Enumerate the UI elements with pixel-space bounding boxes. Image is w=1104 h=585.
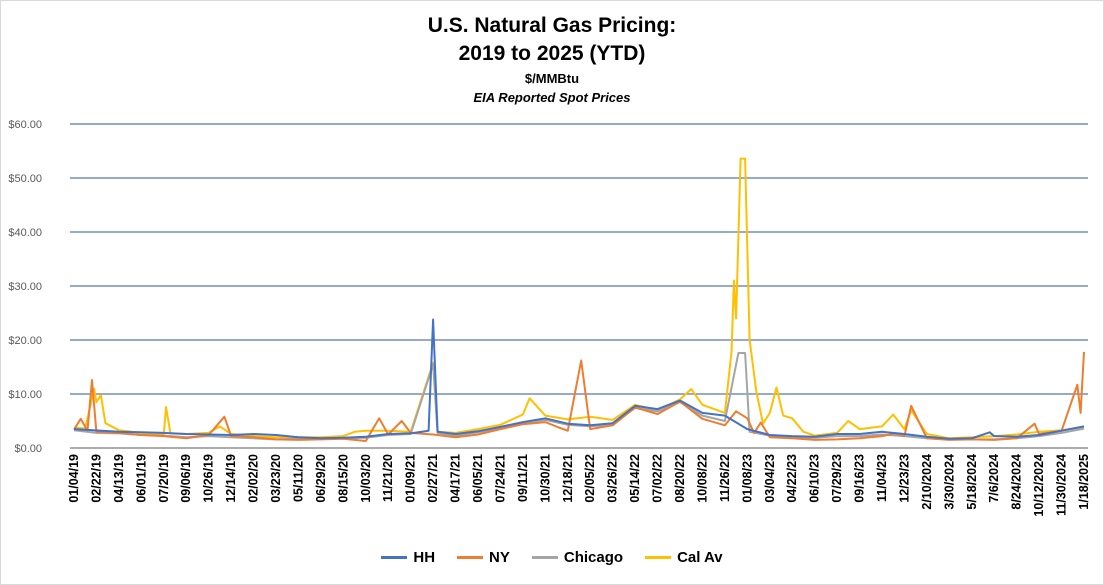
- chart-title-line2: 2019 to 2025 (YTD): [458, 42, 646, 65]
- x-tick-label: 05/11/20: [291, 454, 305, 502]
- x-tick-label: 04/13/19: [112, 454, 126, 503]
- x-tick-label: 11/30/2024: [1055, 454, 1069, 516]
- x-tick-label: 06/29/20: [314, 454, 328, 503]
- series-line-cal-av: [73, 157, 1085, 440]
- x-tick-label: 02/27/21: [426, 454, 440, 503]
- y-tick-label: $40.00: [8, 227, 42, 239]
- x-tick-label: 07/20/19: [157, 454, 171, 503]
- chart-subtitle-source: EIA Reported Spot Prices: [473, 90, 631, 105]
- y-tick-label: $60.00: [8, 119, 42, 131]
- x-tick-label: 1/18/2025: [1077, 454, 1091, 510]
- chart-legend: HH NY Chicago Cal Av: [0, 549, 1104, 566]
- series-line-chicago: [73, 352, 1085, 441]
- x-tick-label: 04/22/23: [785, 454, 799, 503]
- x-tick-label: 11/04/23: [875, 454, 889, 502]
- chart-subtitle-units: $/MMBtu: [524, 71, 580, 86]
- x-tick-label: 08/20/22: [673, 454, 687, 503]
- x-tick-label: 03/23/20: [269, 454, 283, 503]
- legend-label-chicago: Chicago: [563, 549, 624, 566]
- x-tick-label: 12/18/21: [561, 454, 575, 503]
- x-tick-label: 01/04/19: [67, 454, 81, 503]
- x-tick-label: 07/24/21: [493, 454, 507, 503]
- x-tick-label: 09/16/23: [853, 454, 867, 503]
- legend-item-hh: HH: [381, 549, 435, 566]
- x-tick-label: 11/26/22: [718, 454, 732, 502]
- x-tick-label: 01/09/21: [404, 454, 418, 503]
- x-tick-label: 12/23/23: [897, 454, 911, 503]
- y-tick-label: $30.00: [8, 281, 42, 293]
- legend-label-cal-av: Cal Av: [677, 549, 723, 566]
- x-tick-label: 10/08/22: [695, 454, 709, 503]
- legend-swatch-hh: [381, 556, 408, 559]
- y-tick-label: $20.00: [8, 335, 42, 347]
- series-line-hh: [73, 318, 1085, 440]
- x-tick-label: 07/02/22: [651, 454, 665, 503]
- x-tick-label: 10/26/19: [202, 454, 216, 503]
- x-tick-label: 2/10/2024: [920, 454, 934, 510]
- x-tick-label: 05/14/22: [628, 454, 642, 503]
- y-tick-label: $50.00: [8, 173, 42, 185]
- chart-title: U.S. Natural Gas Pricing:: [427, 14, 677, 37]
- legend-item-ny: NY: [457, 549, 510, 566]
- x-tick-label: 08/15/20: [336, 454, 350, 503]
- x-tick-label: 09/11/21: [516, 454, 530, 502]
- x-tick-label: 02/22/19: [89, 454, 103, 503]
- x-tick-label: 10/03/20: [359, 454, 373, 503]
- y-tick-label: $0.00: [14, 443, 42, 455]
- x-tick-label: 09/06/19: [179, 454, 193, 503]
- x-tick-label: 10/30/21: [538, 454, 552, 503]
- x-tick-label: 5/18/2024: [965, 454, 979, 510]
- legend-swatch-ny: [457, 556, 484, 559]
- x-tick-label: 07/29/23: [830, 454, 844, 503]
- legend-swatch-cal-av: [645, 556, 672, 559]
- legend-swatch-chicago: [531, 556, 558, 559]
- x-tick-label: 11/21/20: [381, 454, 395, 502]
- x-tick-label: 01/08/23: [740, 454, 754, 503]
- x-tick-label: 06/05/21: [471, 454, 485, 503]
- x-tick-label: 8/24/2024: [1010, 454, 1024, 510]
- x-tick-label: 06/10/23: [808, 454, 822, 503]
- x-tick-label: 02/02/20: [247, 454, 261, 503]
- x-tick-label: 06/01/19: [134, 454, 148, 503]
- x-tick-label: 04/17/21: [449, 454, 463, 503]
- legend-label-ny: NY: [489, 549, 510, 566]
- legend-item-chicago: Chicago: [531, 549, 624, 566]
- x-tick-label: 10/12/2024: [1032, 454, 1046, 517]
- y-tick-label: $10.00: [8, 389, 42, 401]
- series-line-ny: [73, 351, 1085, 442]
- legend-item-cal-av: Cal Av: [645, 549, 723, 566]
- x-tick-label: 7/6/2024: [987, 454, 1001, 503]
- x-tick-label: 3/30/2024: [942, 454, 956, 510]
- x-tick-label: 02/05/22: [583, 454, 597, 503]
- legend-label-hh: HH: [413, 549, 436, 566]
- x-tick-label: 03/26/22: [606, 454, 620, 503]
- x-tick-label: 12/14/19: [224, 454, 238, 503]
- x-tick-label: 03/04/23: [763, 454, 777, 503]
